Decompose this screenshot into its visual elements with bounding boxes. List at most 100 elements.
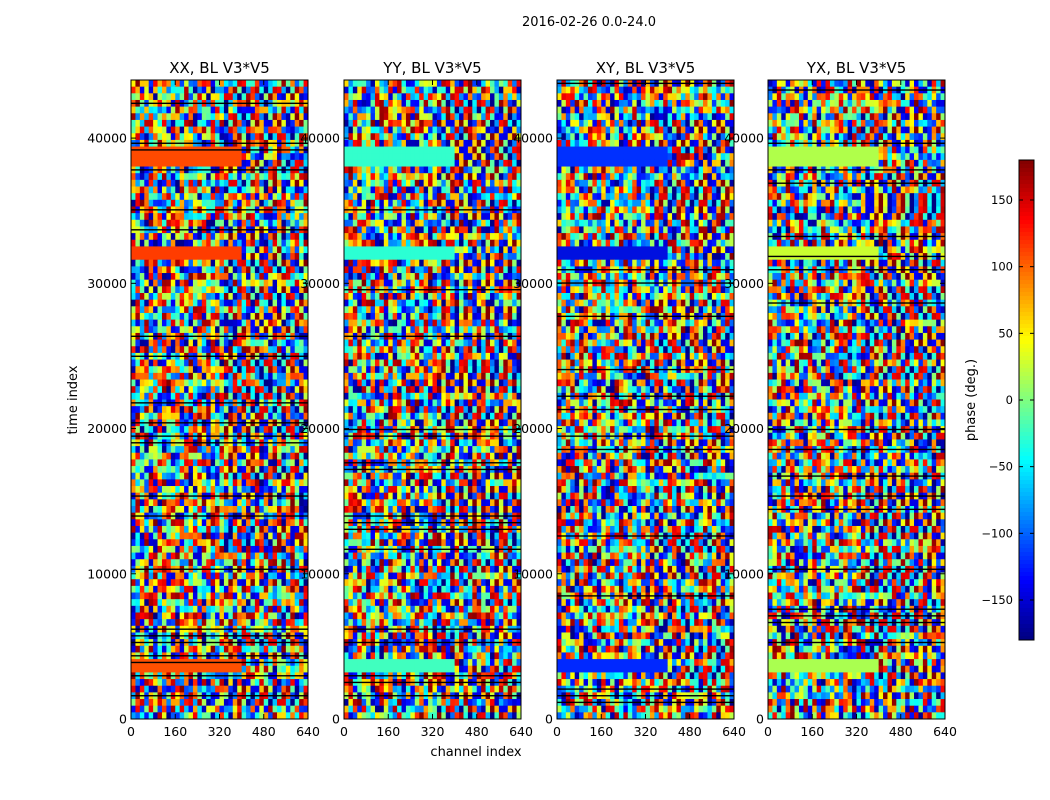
heatmap-cell <box>428 139 433 147</box>
heatmap-cell <box>228 446 234 454</box>
heatmap-cell <box>272 253 278 261</box>
heatmap-cell <box>232 233 238 241</box>
heatmap-cell <box>157 452 163 460</box>
heatmap-cell <box>139 572 145 580</box>
heatmap-cell <box>512 233 517 241</box>
heatmap-cell <box>303 326 309 334</box>
heatmap-cell <box>157 426 163 434</box>
heatmap-cell <box>516 246 522 254</box>
heatmap-cell <box>206 446 212 454</box>
heatmap-cell <box>361 80 367 88</box>
heatmap-cell <box>410 133 416 141</box>
heatmap-cell <box>272 119 278 127</box>
heatmap-cell <box>201 279 207 287</box>
heatmap-cell <box>179 412 185 420</box>
heatmap-cell <box>352 259 358 267</box>
heatmap-cell <box>131 506 136 514</box>
heatmap-cell <box>344 113 349 121</box>
heatmap-cell <box>223 665 229 673</box>
heatmap-cell <box>512 153 517 161</box>
heatmap-cell <box>344 186 349 194</box>
heatmap-cell <box>476 173 482 181</box>
heatmap-cell <box>179 386 185 394</box>
heatmap-cell <box>285 479 291 487</box>
heatmap-cell <box>498 199 504 207</box>
heatmap-cell <box>135 93 141 101</box>
heatmap-cell <box>161 519 167 527</box>
heatmap-cell <box>219 559 225 567</box>
heatmap-cell <box>228 366 234 374</box>
heatmap-cell <box>237 506 243 514</box>
heatmap-cell <box>432 119 438 127</box>
heatmap-cell <box>144 219 150 227</box>
heatmap-cell <box>210 253 216 261</box>
heatmap-cell <box>210 106 216 114</box>
heatmap-cell <box>131 699 136 707</box>
heatmap-cell <box>197 159 203 167</box>
heatmap-cell <box>166 539 172 547</box>
heatmap-cell <box>290 479 296 487</box>
heatmap-cell <box>268 266 273 274</box>
heatmap-cell <box>215 446 220 454</box>
heatmap-cell <box>494 99 500 108</box>
heatmap-cell <box>259 366 265 374</box>
heatmap-cell <box>228 179 234 187</box>
heatmap-cell <box>272 379 278 387</box>
heatmap-cell <box>201 426 207 434</box>
heatmap-cell <box>223 93 229 101</box>
heatmap-cell <box>272 319 278 327</box>
heatmap-cell <box>250 293 256 301</box>
heatmap-cell <box>139 579 145 587</box>
heatmap-cell <box>223 479 229 487</box>
heatmap-cell <box>210 173 216 181</box>
heatmap-cell <box>303 93 309 101</box>
heatmap-cell <box>485 80 491 88</box>
heatmap-cell <box>170 153 176 161</box>
heatmap-cell <box>290 306 296 314</box>
y-tick-label: 0 <box>119 712 127 727</box>
heatmap-cell <box>241 179 247 187</box>
heatmap-cell <box>259 479 265 487</box>
heatmap-cell <box>281 552 287 560</box>
heatmap-cell <box>299 665 304 673</box>
heatmap-cell <box>135 446 141 454</box>
heatmap-cell <box>201 386 207 394</box>
heatmap-cell <box>379 213 385 221</box>
heatmap-cell <box>157 379 163 387</box>
heatmap-cell <box>268 213 273 221</box>
heatmap-cell <box>459 126 464 134</box>
heatmap-cell <box>241 219 247 227</box>
heatmap-cell <box>263 539 269 547</box>
heatmap-cell <box>263 253 269 261</box>
heatmap-cell <box>166 525 172 534</box>
heatmap-cell <box>161 299 167 307</box>
heatmap-cell <box>246 239 251 247</box>
heatmap-cell <box>303 159 309 167</box>
heatmap-cell <box>219 525 225 534</box>
heatmap-cell <box>215 199 220 207</box>
heatmap-cell <box>348 213 354 221</box>
heatmap-cell <box>410 166 416 174</box>
heatmap-cell <box>246 119 251 127</box>
heatmap-cell <box>131 219 136 227</box>
heatmap-cell <box>179 619 185 627</box>
heatmap-cell <box>370 193 376 201</box>
heatmap-cell <box>131 173 136 181</box>
heatmap-cell <box>148 339 154 347</box>
heatmap-cell <box>374 239 380 247</box>
heatmap-cell <box>268 705 273 713</box>
heatmap-cell <box>294 705 300 713</box>
heatmap-cell <box>228 93 234 101</box>
heatmap-cell <box>153 705 158 713</box>
heatmap-cell <box>157 273 163 281</box>
heatmap-cell <box>392 99 398 108</box>
heatmap-cell <box>219 479 225 487</box>
heatmap-cell <box>135 579 141 587</box>
heatmap-cell <box>184 119 189 127</box>
heatmap-cell <box>268 605 273 613</box>
heatmap-cell <box>428 219 433 227</box>
heatmap-cell <box>507 219 513 227</box>
heatmap-cell <box>241 406 247 414</box>
heatmap-cell <box>215 233 220 241</box>
heatmap-cell <box>285 213 291 221</box>
